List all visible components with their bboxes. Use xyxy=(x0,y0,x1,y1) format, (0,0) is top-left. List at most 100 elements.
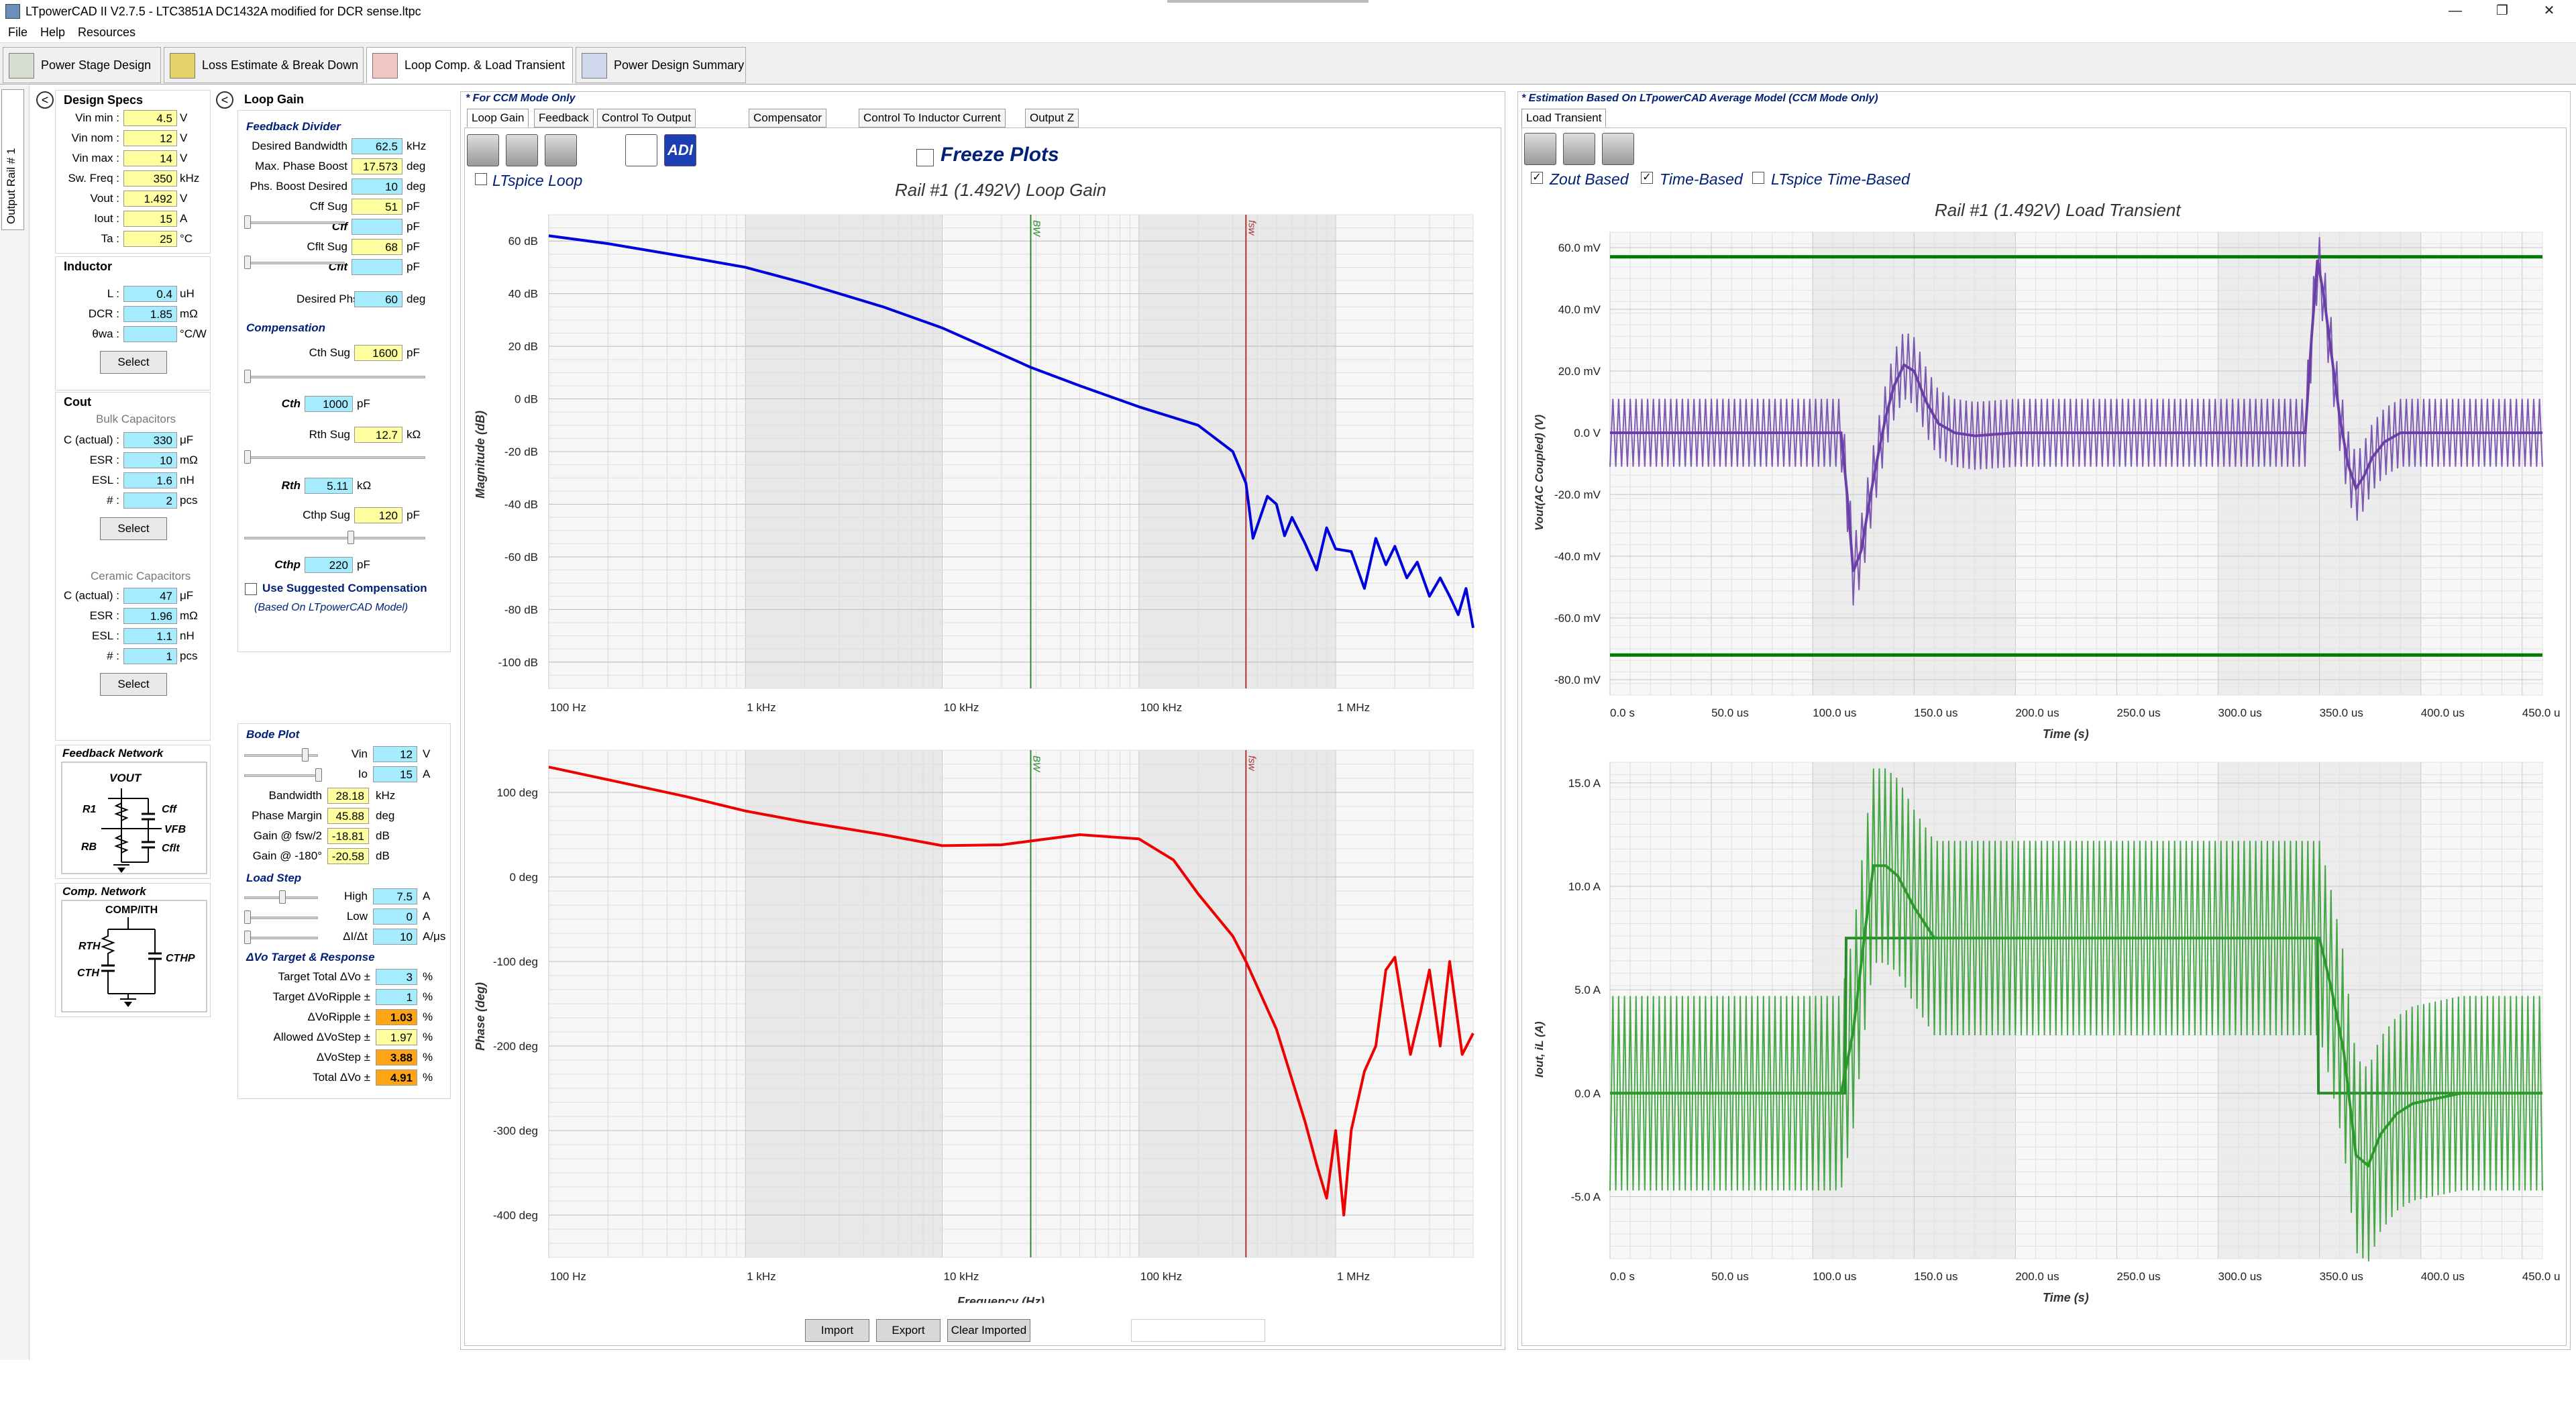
inductor-value[interactable] xyxy=(123,326,177,342)
tab-control-to-output[interactable]: Control To Output xyxy=(597,109,696,127)
cflt-slider-knob[interactable] xyxy=(244,256,251,269)
transient-print-icon[interactable] xyxy=(1524,133,1556,165)
screenshot-icon[interactable] xyxy=(506,134,538,166)
tab-design-summary[interactable]: Power Design Summary xyxy=(576,47,746,83)
bode-io-value[interactable]: 15 xyxy=(373,766,417,782)
dvo-row-value[interactable]: 3 xyxy=(376,969,417,985)
tab-output-rail-1[interactable]: Output Rail # 1 xyxy=(1,89,24,230)
ltspice-time-checkbox[interactable] xyxy=(1752,172,1764,184)
cthp-slider-knob[interactable] xyxy=(347,531,354,544)
tab-compensator[interactable]: Compensator xyxy=(749,109,827,127)
spec-value[interactable]: 350 xyxy=(123,170,177,187)
inductor-select-button[interactable]: Select xyxy=(100,351,167,374)
iout-transient-plot[interactable]: 15.0 A 10.0 A 5.0 A 0.0 A -5.0 A 0.0 s 50.0 us… xyxy=(1527,751,2560,1308)
load-step-value[interactable]: 7.5 xyxy=(373,888,417,904)
cth-slider[interactable] xyxy=(244,376,425,378)
print-icon[interactable] xyxy=(467,134,499,166)
cthp-slider[interactable] xyxy=(244,537,425,539)
bulk-cap-value[interactable]: 1.6 xyxy=(123,472,177,488)
bulk-cap-value[interactable]: 330 xyxy=(123,432,177,448)
zout-based-checkbox[interactable]: ✓ xyxy=(1531,172,1543,184)
spec-value[interactable]: 1.492 xyxy=(123,191,177,207)
tab-load-transient[interactable]: Load Transient xyxy=(1521,109,1607,127)
load-step-slider[interactable] xyxy=(244,937,318,939)
ltspice-loop-checkbox[interactable] xyxy=(475,173,487,185)
bode-vin-value[interactable]: 12 xyxy=(373,746,417,762)
cth-value[interactable]: 1000 xyxy=(305,396,353,412)
rth-slider-knob[interactable] xyxy=(244,450,251,464)
restore-icon[interactable]: ❐ xyxy=(2496,3,2508,18)
spec-value[interactable]: 12 xyxy=(123,130,177,146)
tab-loop-comp[interactable]: Loop Comp. & Load Transient xyxy=(366,47,573,83)
io-slider-knob[interactable] xyxy=(315,768,322,782)
phase-plot[interactable]: 100 deg 0 deg -100 deg -200 deg -300 deg -400… xyxy=(470,746,1476,1303)
fb-value[interactable] xyxy=(352,219,402,235)
collapse-loop-gain-icon[interactable]: < xyxy=(216,91,233,109)
vin-slider-knob[interactable] xyxy=(302,748,309,762)
minimize-icon[interactable]: — xyxy=(2449,3,2462,18)
tab-feedback[interactable]: Feedback xyxy=(534,109,594,127)
tab-power-stage[interactable]: Power Stage Design xyxy=(3,47,161,83)
magnitude-plot[interactable]: 60 dB 40 dB 20 dB 0 dB -20 dB -40 dB -60 dB -80… xyxy=(470,209,1476,726)
dvo-row-value[interactable]: 1 xyxy=(376,989,417,1005)
tab-loop-gain[interactable]: Loop Gain xyxy=(467,109,529,127)
import-button[interactable]: Import xyxy=(805,1319,869,1342)
load-step-value[interactable]: 0 xyxy=(373,908,417,925)
inductor-value[interactable]: 1.85 xyxy=(123,306,177,322)
desired-margin-value[interactable]: 60 xyxy=(354,291,402,307)
spec-value[interactable]: 15 xyxy=(123,211,177,227)
cthp-value[interactable]: 220 xyxy=(305,557,353,573)
bulk-select-button[interactable]: Select xyxy=(100,517,167,540)
marker-label: BW xyxy=(1030,220,1042,238)
ceramic-cap-value[interactable]: 1.96 xyxy=(123,608,177,624)
io-slider[interactable] xyxy=(244,774,318,777)
vfb-label: VFB xyxy=(164,824,186,835)
tab-control-to-inductor-current[interactable]: Control To Inductor Current xyxy=(859,109,1006,127)
inductor-value[interactable]: 0.4 xyxy=(123,286,177,302)
clear-imported-button[interactable]: Clear Imported xyxy=(947,1319,1030,1342)
bode-tool-icon[interactable] xyxy=(625,134,657,166)
bulk-cap-value[interactable]: 2 xyxy=(123,492,177,509)
tab-output-z[interactable]: Output Z xyxy=(1025,109,1079,127)
vin-slider[interactable] xyxy=(244,754,318,757)
cff-slider-knob[interactable] xyxy=(244,215,251,229)
freeze-plots-checkbox[interactable] xyxy=(916,149,934,166)
collapse-left-icon[interactable]: < xyxy=(36,91,54,109)
export-button[interactable]: Export xyxy=(876,1319,941,1342)
cth-slider-knob[interactable] xyxy=(244,370,251,383)
menu-help[interactable]: Help xyxy=(40,25,66,39)
fb-value[interactable]: 62.5 xyxy=(352,138,402,154)
ceramic-cap-value[interactable]: 1 xyxy=(123,648,177,664)
ceramic-select-button[interactable]: Select xyxy=(100,673,167,696)
load-step-slider-knob[interactable] xyxy=(244,931,251,944)
load-step-slider[interactable] xyxy=(244,917,318,919)
rth-value[interactable]: 5.11 xyxy=(305,478,353,494)
load-step-slider-knob[interactable] xyxy=(279,890,286,904)
transient-settings-icon[interactable] xyxy=(1602,133,1634,165)
cff-slider[interactable] xyxy=(244,221,345,224)
menu-file[interactable]: File xyxy=(8,25,28,39)
spec-value[interactable]: 4.5 xyxy=(123,110,177,126)
fb-value[interactable] xyxy=(352,259,402,275)
ceramic-cap-value[interactable]: 47 xyxy=(123,588,177,604)
time-based-checkbox[interactable]: ✓ xyxy=(1641,172,1653,184)
adi-logo-button[interactable]: ADI xyxy=(664,134,696,166)
spec-value[interactable]: 25 xyxy=(123,231,177,247)
settings-icon[interactable] xyxy=(545,134,577,166)
rth-slider[interactable] xyxy=(244,456,425,459)
cflt-slider[interactable] xyxy=(244,262,345,264)
load-step-slider-knob[interactable] xyxy=(244,910,251,924)
tab-loss-estimate[interactable]: Loss Estimate & Break Down xyxy=(164,47,364,83)
use-suggested-checkbox[interactable] xyxy=(245,583,257,595)
spec-value[interactable]: 14 xyxy=(123,150,177,166)
vout-transient-plot[interactable]: 60.0 mV 40.0 mV 20.0 mV 0.0 V -20.0 mV -40.0 … xyxy=(1527,228,2560,751)
rth-unit: kΩ xyxy=(357,479,372,492)
bulk-cap-value[interactable]: 10 xyxy=(123,452,177,468)
load-step-value[interactable]: 10 xyxy=(373,929,417,945)
menu-resources[interactable]: Resources xyxy=(78,25,136,39)
transient-screenshot-icon[interactable] xyxy=(1563,133,1595,165)
ceramic-cap-value[interactable]: 1.1 xyxy=(123,628,177,644)
import-file-field[interactable] xyxy=(1131,1319,1265,1342)
fb-value[interactable]: 10 xyxy=(352,178,402,195)
close-icon[interactable]: ✕ xyxy=(2543,3,2555,18)
